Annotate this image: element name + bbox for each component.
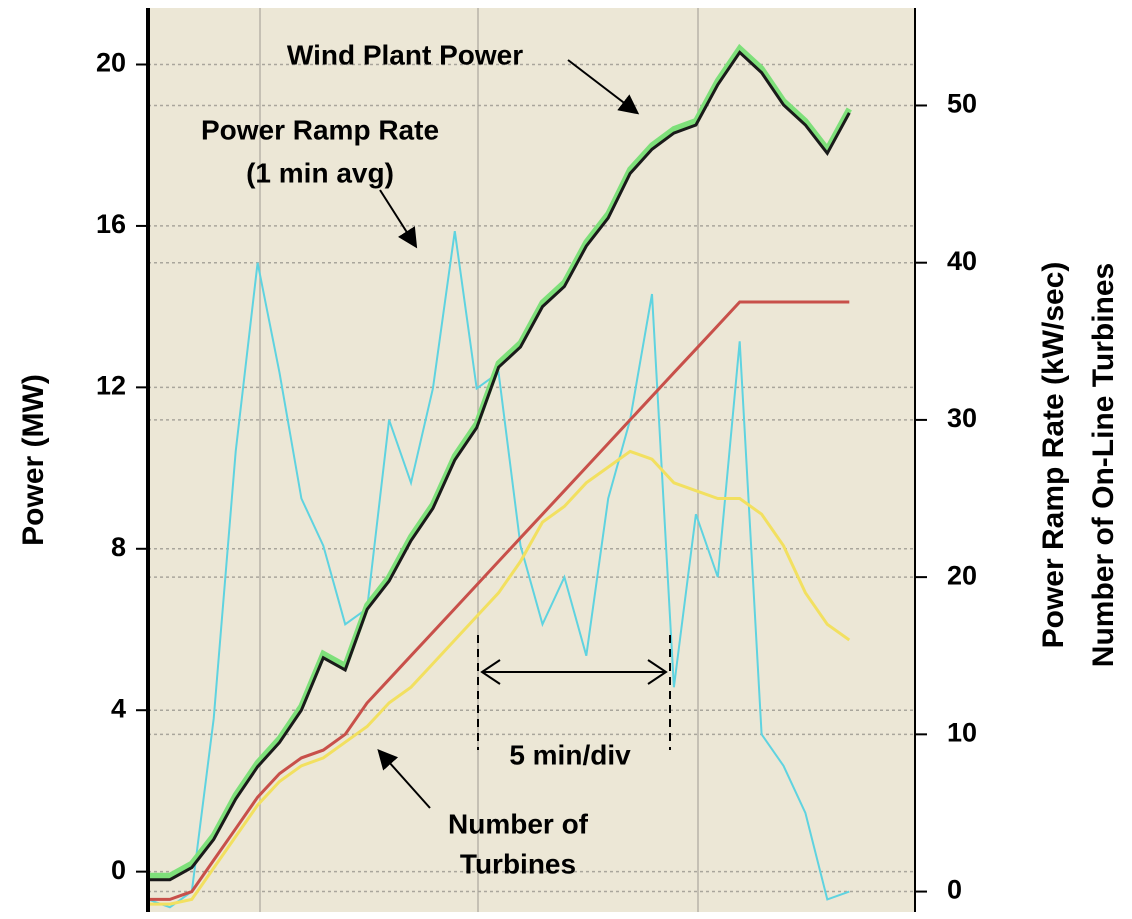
annotation: Power Ramp Rate <box>201 114 439 145</box>
y-tick-label: 16 <box>96 209 126 239</box>
y2-tick-label: 0 <box>947 875 962 905</box>
series-line <box>148 300 850 901</box>
series-line <box>148 449 851 906</box>
ticks: 0 4 8 12 16 20 0 10 20 30 40 50 <box>96 48 977 905</box>
y2-axis-label: Power Ramp Rate (kW/sec) <box>1037 262 1070 649</box>
y-tick-label: 8 <box>111 532 126 562</box>
annotation: 5 min/div <box>509 739 631 770</box>
y-tick-label: 4 <box>111 693 126 723</box>
series-line <box>147 231 850 909</box>
y-axis-label: Power (MW) <box>17 374 50 546</box>
annotation: Turbines <box>460 848 576 879</box>
y2-tick-label: 40 <box>947 246 977 276</box>
grid <box>148 63 915 893</box>
plot-area <box>148 8 915 912</box>
lines <box>147 43 852 909</box>
y-tick-label: 0 <box>111 855 126 885</box>
y2-tick-label: 50 <box>947 89 977 119</box>
annotation-arrows <box>377 59 671 809</box>
y-tick-label: 20 <box>96 48 126 78</box>
annotation: Number of <box>448 808 589 839</box>
y2-tick-label: 10 <box>947 717 977 747</box>
series-halo <box>148 43 852 879</box>
y-tick-label: 12 <box>96 370 126 400</box>
y2-axis-label: Number of On-Line Turbines <box>1087 263 1120 667</box>
series-line <box>148 50 851 882</box>
annotation: (1 min avg) <box>246 157 394 188</box>
annotation: Wind Plant Power <box>287 39 523 70</box>
y2-tick-label: 20 <box>947 560 977 590</box>
y2-tick-label: 30 <box>947 403 977 433</box>
